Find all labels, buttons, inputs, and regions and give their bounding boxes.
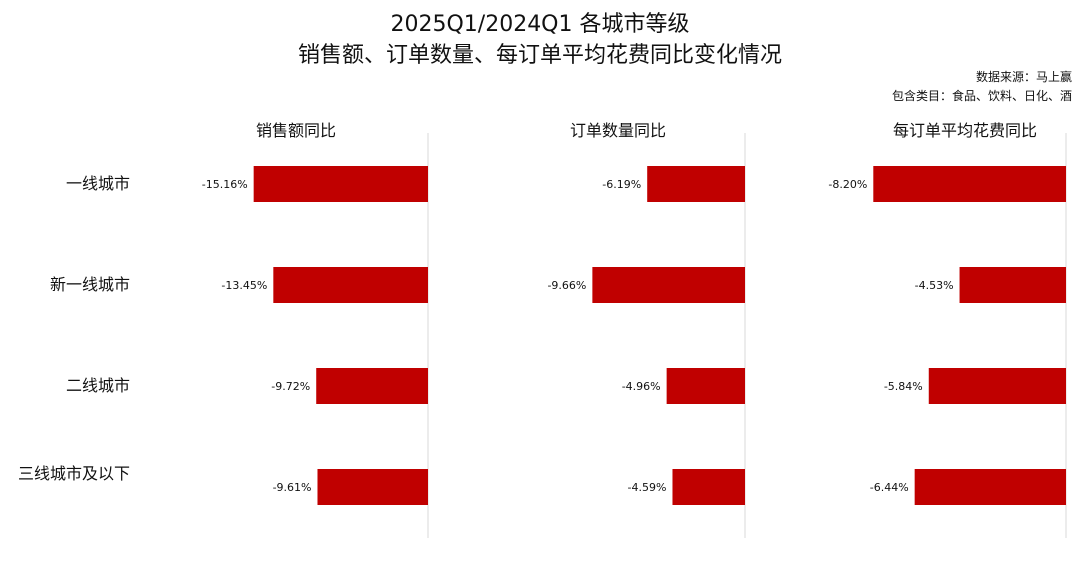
value-label-panel-1-row-4: -9.61%	[273, 481, 312, 494]
chart-title-line1: 2025Q1/2024Q1 各城市等级	[390, 12, 690, 37]
bar-panel-1-row-3	[316, 368, 428, 404]
chart-title-line2: 销售额、订单数量、每订单平均花费同比变化情况	[297, 43, 782, 68]
bar-panel-3-row-3	[928, 368, 1066, 404]
category-label-tier3-below: 三线城市及以下	[17, 464, 130, 483]
value-label-panel-1-row-1: -15.16%	[202, 178, 248, 191]
category-label-new-tier1: 新一线城市	[49, 275, 130, 294]
bar-panel-1-row-4	[317, 469, 428, 505]
bar-panel-1-row-1	[253, 166, 428, 202]
value-label-panel-3-row-1: -8.20%	[828, 178, 867, 191]
bar-panel-3-row-4	[914, 469, 1066, 505]
data-source-note: 数据来源：马上赢	[975, 70, 1072, 84]
bar-panel-1-row-2	[273, 267, 428, 303]
value-label-panel-2-row-1: -6.19%	[602, 178, 641, 191]
value-label-panel-1-row-3: -9.72%	[271, 380, 310, 393]
value-label-panel-2-row-3: -4.96%	[622, 380, 661, 393]
panel-title-avg-spend: 每订单平均花费同比	[892, 121, 1037, 140]
bar-panel-3-row-2	[959, 267, 1066, 303]
panel-title-orders: 订单数量同比	[569, 121, 666, 140]
category-scope-note: 包含类目：食品、饮料、日化、酒	[891, 89, 1072, 103]
bar-panel-2-row-2	[592, 267, 745, 303]
panel-title-sales: 销售额同比	[255, 121, 336, 140]
bar-panel-2-row-3	[666, 368, 745, 404]
value-label-panel-3-row-3: -5.84%	[884, 380, 923, 393]
bar-panel-2-row-1	[647, 166, 745, 202]
category-label-tier1: 一线城市	[65, 174, 130, 193]
category-label-tier2: 二线城市	[65, 376, 130, 395]
bar-panel-2-row-4	[672, 469, 745, 505]
value-label-panel-3-row-2: -4.53%	[915, 279, 954, 292]
value-label-panel-1-row-2: -13.45%	[221, 279, 267, 292]
bar-panel-3-row-1	[873, 166, 1066, 202]
value-label-panel-3-row-4: -6.44%	[870, 481, 909, 494]
value-label-panel-2-row-4: -4.59%	[628, 481, 667, 494]
value-label-panel-2-row-2: -9.66%	[547, 279, 586, 292]
